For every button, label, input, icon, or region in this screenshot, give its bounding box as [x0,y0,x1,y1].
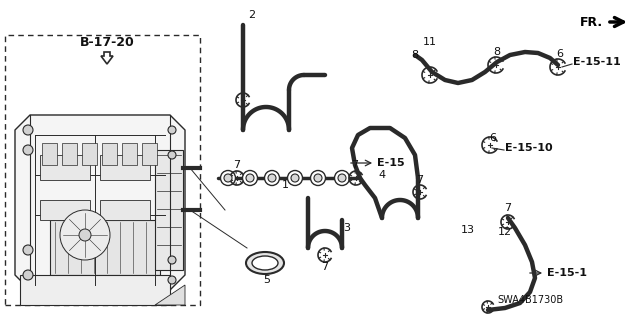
Text: SWA4B1730B: SWA4B1730B [497,295,563,305]
Text: 7: 7 [351,160,358,170]
Ellipse shape [252,256,278,270]
Text: 5: 5 [264,275,271,285]
Circle shape [338,174,346,182]
Text: 7: 7 [504,203,511,213]
Text: 7: 7 [234,160,241,170]
Text: 11: 11 [423,37,437,47]
FancyArrow shape [101,52,113,64]
Circle shape [168,276,176,284]
Text: E-15-1: E-15-1 [547,268,587,278]
Bar [82,143,97,165]
Circle shape [243,170,257,186]
Text: E-15-10: E-15-10 [505,143,552,153]
Text: E-15-11: E-15-11 [573,57,621,67]
Circle shape [246,174,254,182]
Circle shape [291,174,299,182]
Bar [5,35,200,305]
Circle shape [168,151,176,159]
Text: B-17-20: B-17-20 [79,35,134,48]
Text: 2: 2 [248,10,255,20]
Circle shape [168,256,176,264]
Circle shape [79,229,91,241]
Text: E-15: E-15 [377,158,404,168]
Circle shape [23,145,33,155]
Bar [102,143,117,165]
Polygon shape [15,115,185,290]
Circle shape [310,170,326,186]
Circle shape [168,126,176,134]
Text: 7: 7 [321,262,328,272]
Text: 6: 6 [490,133,497,143]
Circle shape [60,210,110,260]
Bar [40,200,90,220]
Circle shape [264,170,280,186]
Bar [62,143,77,165]
Bar [50,220,160,275]
Text: FR.: FR. [580,16,603,28]
Circle shape [221,170,236,186]
Bar [42,143,57,165]
Circle shape [23,270,33,280]
Circle shape [314,174,322,182]
Circle shape [335,170,349,186]
Bar [20,275,170,305]
Text: 1: 1 [282,180,289,190]
Text: 12: 12 [498,227,512,237]
Bar [40,155,90,180]
Ellipse shape [246,252,284,274]
Bar [100,155,150,180]
Circle shape [268,174,276,182]
Circle shape [224,174,232,182]
Circle shape [23,245,33,255]
Text: 13: 13 [461,225,475,235]
Text: 6: 6 [557,49,563,59]
Polygon shape [155,285,185,305]
Text: 8: 8 [412,50,419,60]
Text: 3: 3 [344,223,351,233]
Text: 4: 4 [378,170,385,180]
Circle shape [23,125,33,135]
Bar [122,143,137,165]
Bar [142,143,157,165]
Text: 7: 7 [417,175,424,185]
Circle shape [287,170,303,186]
Bar [155,150,183,270]
Text: 8: 8 [493,47,500,57]
Bar [100,200,150,220]
